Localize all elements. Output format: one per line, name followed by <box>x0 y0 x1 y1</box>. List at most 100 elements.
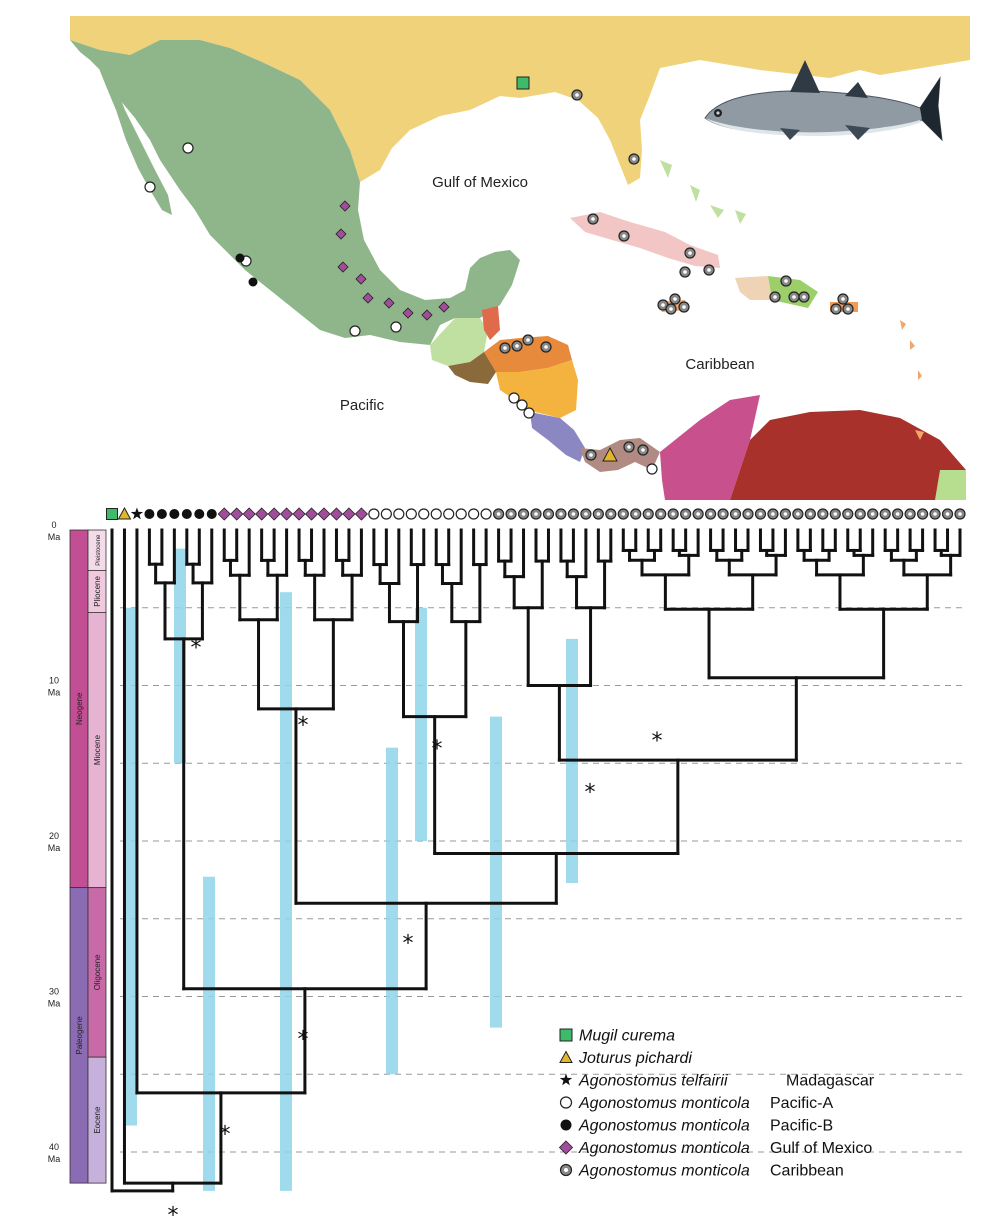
guyana-region <box>935 470 966 500</box>
node-age-bar <box>125 607 137 1126</box>
tip-ring-circle-marker <box>692 508 704 520</box>
age-tick-unit: Ma <box>48 688 61 698</box>
significance-asterisk: * <box>432 737 443 762</box>
significance-asterisk: * <box>298 1028 309 1053</box>
significant-node-markers: * * * * * * * * * <box>168 636 663 1228</box>
legend-species: Joturus pichardi <box>578 1050 692 1067</box>
node-age-bar <box>386 747 398 1075</box>
node-age-bar <box>490 716 502 1028</box>
costa-rica <box>530 412 585 462</box>
legend-square-icon <box>559 1028 573 1042</box>
tip-square-marker <box>106 508 118 520</box>
tip-diamond-marker <box>317 507 331 521</box>
tip-open-circle-marker <box>468 508 480 520</box>
tip-open-circle-marker <box>430 508 442 520</box>
bahamas <box>660 160 746 224</box>
legend-region: Madagascar <box>786 1073 875 1090</box>
tip-open-circle-marker <box>418 508 430 520</box>
legend-entry: Agonostomus monticola Gulf of Mexico <box>558 1140 872 1157</box>
age-tick-label: 40 <box>49 1142 59 1152</box>
phylogenetic-tree <box>110 528 962 1193</box>
tip-triangle-marker <box>117 506 132 520</box>
tip-ring-circle-marker <box>617 508 629 520</box>
tip-ring-circle-marker <box>667 508 679 520</box>
tip-open-circle-marker <box>380 508 392 520</box>
tip-ring-circle-marker <box>804 508 816 520</box>
sample-square-marker <box>516 76 530 90</box>
tip-diamond-marker <box>242 507 256 521</box>
tip-star-marker <box>130 507 144 520</box>
tip-diamond-marker <box>267 507 281 521</box>
tip-ring-circle-marker <box>592 508 604 520</box>
node-age-bar <box>280 592 292 1191</box>
tip-diamond-marker <box>354 507 368 521</box>
tip-filled-circle-marker <box>181 509 192 519</box>
legend-entry: Agonostomus monticola Pacific-A <box>559 1095 833 1112</box>
tip-ring-circle-marker <box>542 508 555 520</box>
tip-ring-circle-marker <box>517 508 530 520</box>
legend-species: Agonostomus monticola <box>578 1095 750 1112</box>
el-salvador <box>448 352 496 384</box>
nicaragua <box>496 360 578 418</box>
tip-ring-circle-marker <box>904 508 916 520</box>
tip-ring-circle-marker <box>742 508 754 520</box>
tip-diamond-marker <box>217 507 231 521</box>
tip-ring-circle-marker <box>492 508 505 520</box>
age-gridlines <box>120 607 962 1153</box>
cuba <box>570 212 720 268</box>
tip-ring-circle-marker <box>505 508 517 520</box>
tip-diamond-marker <box>304 507 319 521</box>
tip-ring-circle-marker <box>829 508 841 520</box>
gulf-points <box>335 200 450 321</box>
tip-ring-circle-marker <box>655 508 667 520</box>
legend-diamond-icon <box>558 1140 574 1155</box>
tip-diamond-marker <box>255 507 269 521</box>
tip-open-circle-marker <box>368 508 380 520</box>
venezuela-region <box>730 410 966 500</box>
tip-ring-circle-marker <box>555 508 567 520</box>
tip-ring-circle-marker <box>779 508 792 520</box>
tip-ring-circle-marker <box>879 508 891 520</box>
tip-ring-circle-marker <box>580 508 592 520</box>
tip-ring-circle-marker <box>941 508 954 520</box>
age-tick-unit: Ma <box>48 532 61 542</box>
tip-open-circle-marker <box>405 508 417 520</box>
age-tick-unit: Ma <box>48 1154 61 1164</box>
epoch-label: Eocene <box>93 1106 102 1134</box>
gulf-of-mexico-label: Gulf of Mexico <box>432 174 528 191</box>
mexico-landmass <box>70 40 520 345</box>
sampling-points <box>144 76 854 475</box>
tip-filled-circle-marker <box>169 509 180 519</box>
significance-asterisk: * <box>585 780 596 805</box>
tip-diamond-marker <box>342 507 356 521</box>
caribbean-point-centers <box>503 93 850 457</box>
baja-california <box>98 58 172 215</box>
node-age-bar <box>203 876 215 1191</box>
age-tick-label: 30 <box>49 987 59 997</box>
age-tick-unit: Ma <box>48 843 61 853</box>
epoch-label: Pleistocene <box>96 534 102 566</box>
significance-asterisk: * <box>168 1203 179 1228</box>
tip-diamond-marker <box>230 507 244 521</box>
age-tick-label: 20 <box>49 831 59 841</box>
legend-region: Caribbean <box>770 1163 844 1180</box>
legend-region: Pacific-A <box>770 1095 833 1112</box>
legend-species: Agonostomus monticola <box>578 1140 750 1157</box>
legend-filled-circle-icon <box>560 1119 572 1131</box>
legend-species: Agonostomus telfairii <box>578 1073 728 1090</box>
tip-ring-circle-marker <box>630 508 642 520</box>
tip-ring-circle-marker <box>892 508 904 520</box>
period-label: Paleogene <box>75 1016 84 1055</box>
geologic-timescale: Neogene Paleogene Pleistocene Pliocene Mioce… <box>69 529 107 1184</box>
usa-landmass <box>70 16 970 185</box>
tip-ring-circle-marker <box>704 508 717 520</box>
tip-ring-circle-marker <box>717 508 729 520</box>
tip-filled-circle-marker <box>194 509 205 519</box>
pacific-label: Pacific <box>340 397 385 414</box>
tip-ring-circle-marker <box>605 508 617 520</box>
legend-entry: Agonostomus monticola Caribbean <box>559 1163 844 1180</box>
pacific-a-points <box>144 142 658 475</box>
tip-diamond-marker <box>280 507 294 521</box>
tip-ring-circle-marker <box>916 508 929 520</box>
period-label: Neogene <box>75 692 84 725</box>
